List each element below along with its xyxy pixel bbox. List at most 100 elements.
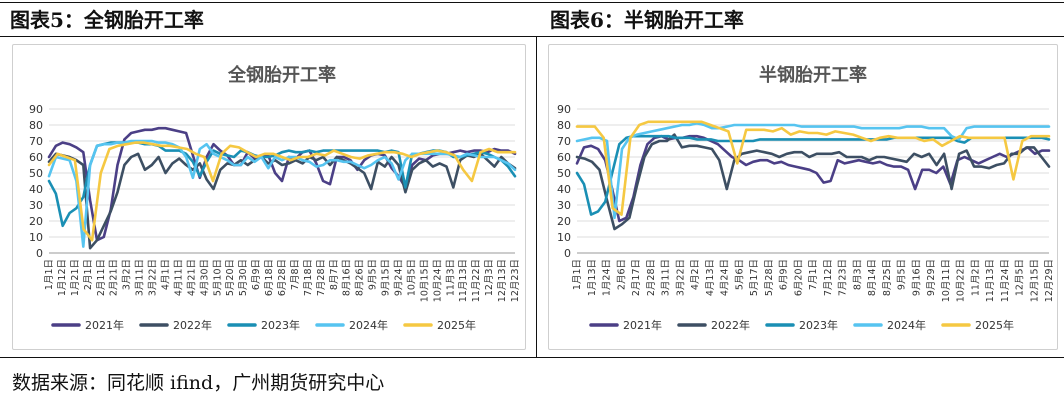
x-tick-label: 2月17日 (631, 259, 642, 296)
x-tick-label: 7月12日 (823, 259, 834, 296)
y-tick-label: 40 (29, 183, 43, 196)
x-tick-label: 10月5日 (406, 259, 417, 296)
x-tick-label: 5月20日 (225, 259, 236, 296)
x-tick-label: 6月9日 (251, 259, 262, 290)
x-tick-label: 11月22日 (471, 259, 482, 302)
chart-title: 半钢胎开工率 (759, 64, 867, 86)
y-tick-label: 80 (557, 119, 571, 132)
series-line (575, 133, 1051, 231)
series-line (47, 152, 517, 250)
panel-divider (536, 36, 537, 357)
legend-label: 2025年 (437, 318, 476, 332)
x-tick-label: 9月15日 (381, 259, 392, 296)
x-tick-label: 7月18日 (303, 259, 314, 296)
x-tick-label: 11月13日 (458, 259, 469, 302)
x-tick-label: 3月2日 (122, 259, 133, 290)
x-tick-label: 10月24日 (432, 259, 443, 302)
x-tick-label: 10月11日 (941, 259, 952, 302)
x-tick-label: 8月7日 (329, 259, 340, 290)
y-tick-label: 50 (557, 167, 571, 180)
x-tick-label: 5月6日 (734, 259, 745, 290)
x-tick-label: 1月1日 (44, 259, 55, 290)
x-tick-label: 12月3日 (484, 259, 495, 296)
x-tick-label: 12月5日 (1015, 259, 1026, 296)
y-tick-label: 50 (29, 167, 43, 180)
x-tick-label: 11月2日 (970, 259, 981, 296)
x-tick-label: 6月20日 (793, 259, 804, 296)
x-tick-label: 2月11日 (96, 259, 107, 296)
x-tick-label: 8月3日 (852, 259, 863, 290)
legend-label: 2024年 (887, 318, 926, 332)
y-tick-label: 20 (29, 215, 43, 228)
y-tick-label: 30 (557, 199, 571, 212)
left-chart-heading: 图表5：全钢胎开工率 (10, 7, 204, 32)
top-rule (0, 2, 1064, 3)
y-tick-label: 20 (557, 215, 571, 228)
right-chart-heading: 图表6：半钢胎开工率 (550, 7, 744, 32)
chart-panel-right: 半钢胎开工率 0 10 20 30 40 50 60 70 80 90 1月1日 1月13日 1月24日 2… (548, 44, 1058, 350)
x-tick-label: 4月1日 (161, 259, 172, 290)
x-tick-label: 4月13日 (705, 259, 716, 296)
y-tick-label: 90 (557, 103, 571, 116)
x-tick-label: 12月13日 (497, 259, 508, 302)
x-tick-label: 9月24日 (394, 259, 405, 296)
y-tick-label: 60 (557, 151, 571, 164)
x-tick-label: 7月8日 (290, 259, 301, 290)
x-tick-label: 3月11日 (135, 259, 146, 296)
x-tick-label: 8月25日 (882, 259, 893, 296)
x-tick-label: 5月30日 (238, 259, 249, 296)
x-tick-label: 12月29日 (1044, 259, 1055, 302)
x-tick-label: 11月3日 (445, 259, 456, 296)
x-tick-label: 10月22日 (956, 259, 967, 302)
x-tick-label: 7月23日 (838, 259, 849, 296)
x-tick-label: 9月29日 (926, 259, 937, 296)
bottom-rule (0, 357, 1064, 358)
x-tick-label: 9月16日 (911, 259, 922, 296)
x-tick-label: 1月24日 (602, 259, 613, 296)
legend-label: 2021年 (85, 318, 124, 332)
x-tick-label: 9月5日 (897, 259, 908, 290)
x-tick-label: 7月1日 (808, 259, 819, 290)
series-line (575, 134, 1051, 216)
x-tick-label: 1月1日 (572, 259, 583, 290)
y-tick-label: 10 (557, 231, 571, 244)
x-tick-label: 3月22日 (675, 259, 686, 296)
y-tick-label: 80 (29, 119, 43, 132)
x-tick-label: 11月13日 (985, 259, 996, 302)
x-tick-label: 2月28日 (646, 259, 657, 296)
x-tick-label: 4月24日 (720, 259, 731, 296)
y-tick-label: 30 (29, 199, 43, 212)
legend-label: 2024年 (349, 318, 388, 332)
x-tick-label: 1月13日 (587, 259, 598, 296)
x-tick-label: 8月14日 (867, 259, 878, 296)
x-tick-label: 3月22日 (148, 259, 159, 296)
x-tick-label: 2月1日 (83, 259, 94, 290)
x-tick-label: 2月21日 (109, 259, 120, 296)
x-tick-label: 3月11日 (661, 259, 672, 296)
y-tick-label: 40 (557, 183, 571, 196)
y-tick-label: 60 (29, 151, 43, 164)
x-tick-label: 10月15日 (419, 259, 430, 302)
x-tick-label: 12月23日 (510, 259, 521, 302)
x-tick-label: 5月10日 (212, 259, 223, 296)
x-tick-label: 6月28日 (277, 259, 288, 296)
x-tick-label: 1月12日 (57, 259, 68, 296)
legend-label: 2023年 (261, 318, 300, 332)
legend-label: 2021年 (623, 318, 662, 332)
x-tick-label: 8月16日 (342, 259, 353, 296)
x-tick-label: 4月11日 (173, 259, 184, 296)
x-tick-label: 1月21日 (70, 259, 81, 296)
x-tick-label: 9月5日 (368, 259, 379, 290)
x-tick-label: 12月15日 (1029, 259, 1040, 302)
legend-label: 2022年 (173, 318, 212, 332)
chart-panel-left: 全钢胎开工率 0 10 20 30 40 50 60 70 80 90 1月1日 1月12日 1月21日 2… (12, 44, 526, 350)
x-tick-label: 7月28日 (316, 259, 327, 296)
y-tick-label: 10 (29, 231, 43, 244)
legend-label: 2023年 (799, 318, 838, 332)
series-line (47, 139, 517, 248)
y-tick-label: 70 (29, 135, 43, 148)
x-tick-label: 6月9日 (779, 259, 790, 290)
x-tick-label: 4月21日 (186, 259, 197, 296)
